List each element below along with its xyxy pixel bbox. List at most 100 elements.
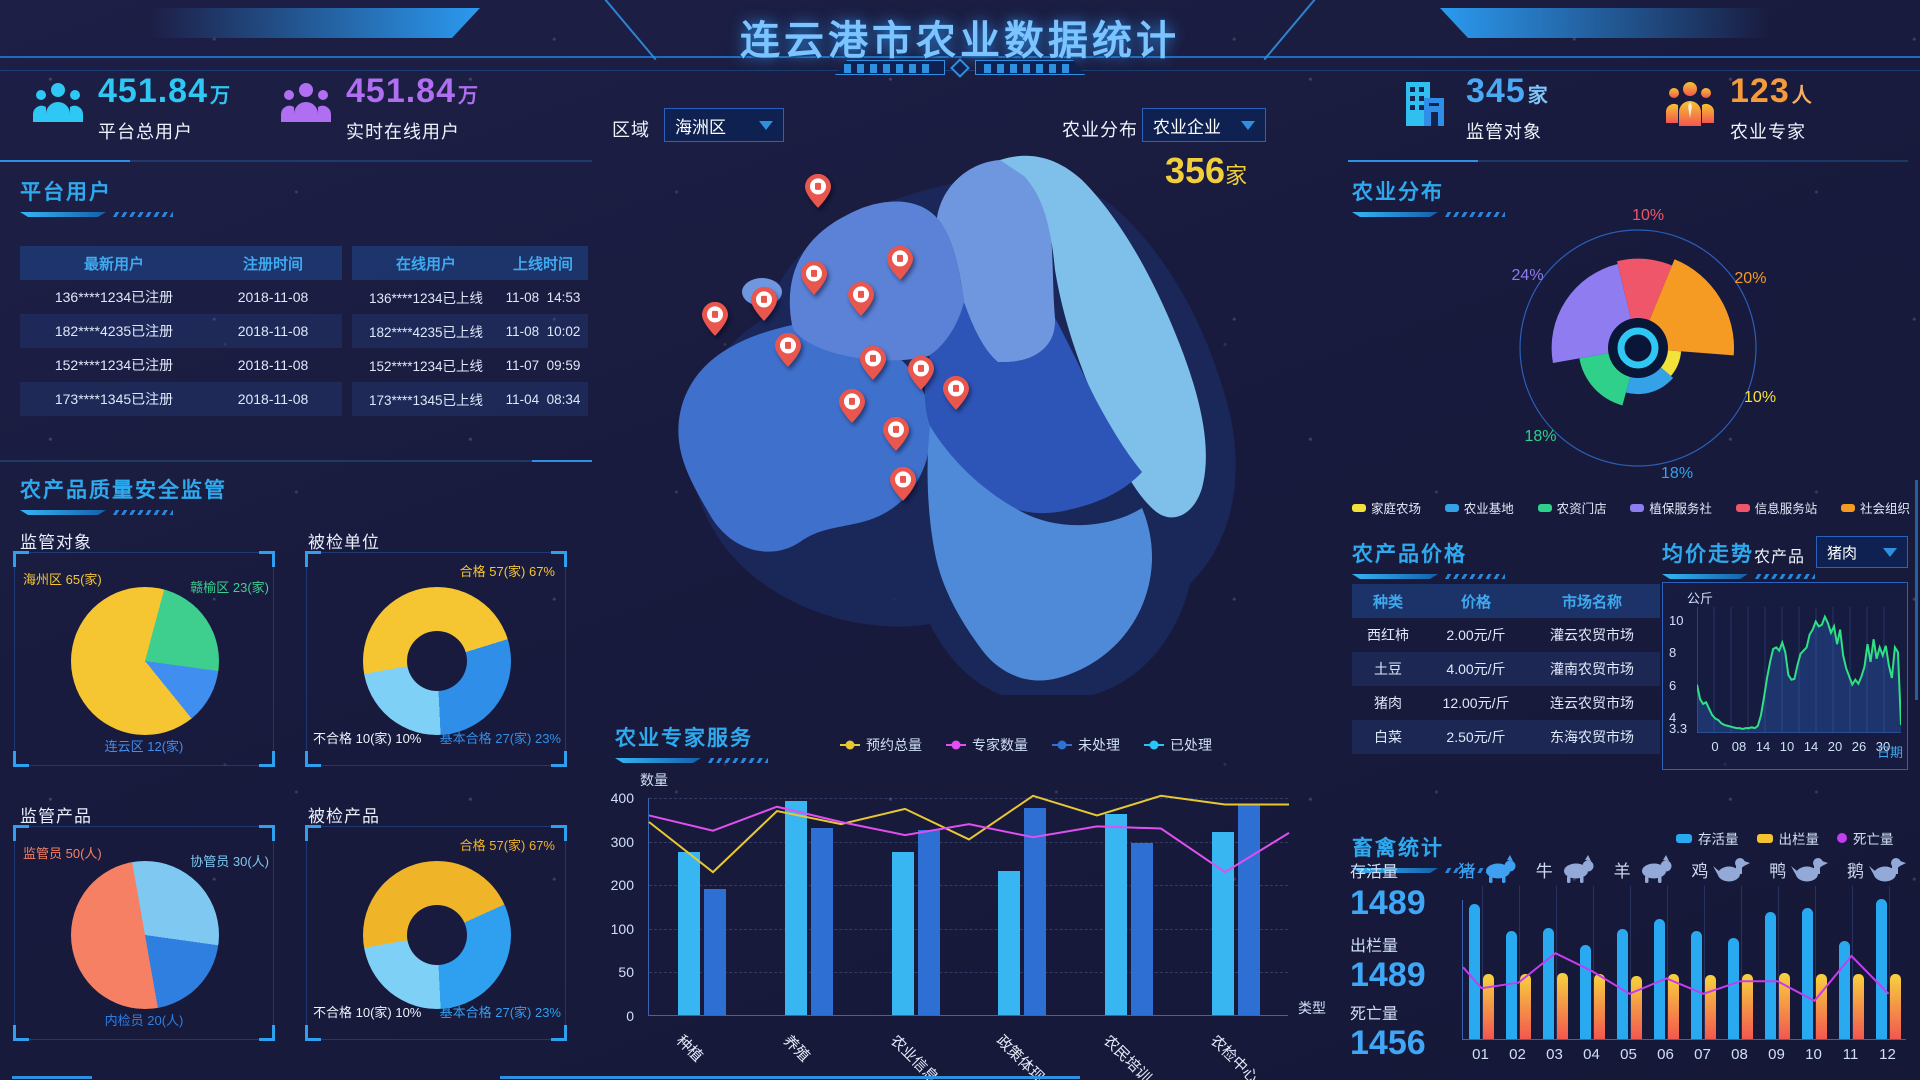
month-label: 12 xyxy=(1879,1046,1896,1063)
bar-sell[interactable] xyxy=(1593,973,1605,1039)
table-row[interactable]: 西红柿 2.00元/斤 灌云农贸市场 xyxy=(1352,618,1660,652)
bar-survive[interactable] xyxy=(1505,930,1517,1039)
map-pin-icon[interactable] xyxy=(860,345,887,380)
table-row[interactable]: 173****1345已注册 2018-11-08 xyxy=(20,382,342,416)
legend-item[interactable]: 预约总量 xyxy=(840,735,922,755)
bar-sell[interactable] xyxy=(1889,973,1901,1039)
trend-line xyxy=(1697,614,1901,730)
bar-survive[interactable] xyxy=(1838,941,1850,1039)
map-pin-icon[interactable] xyxy=(702,301,729,336)
animal-item[interactable]: 鹅 xyxy=(1847,852,1906,886)
legend-item[interactable]: 信息服务站 xyxy=(1735,498,1817,517)
bar-unprocessed[interactable] xyxy=(1024,807,1047,1015)
donut-chart[interactable] xyxy=(363,861,511,1009)
animal-item[interactable]: 鸭 xyxy=(1769,852,1829,886)
legend-item[interactable]: 社会组织 xyxy=(1840,498,1910,517)
bar-unprocessed[interactable] xyxy=(917,829,940,1015)
bar-sell[interactable] xyxy=(1667,973,1679,1039)
trend-select[interactable]: 猪肉 xyxy=(1816,536,1908,568)
rose-slice[interactable] xyxy=(1645,259,1734,356)
bar-survive[interactable] xyxy=(1727,937,1739,1039)
bar-processed[interactable] xyxy=(891,851,914,1015)
table-row[interactable]: 182****4235已上线 11-08 10:02 xyxy=(352,314,588,348)
table-row[interactable]: 152****1234已注册 2018-11-08 xyxy=(20,348,342,382)
legend-item[interactable]: 农资门店 xyxy=(1537,498,1607,517)
animal-item[interactable]: 羊 xyxy=(1614,852,1673,886)
map-pin-icon[interactable] xyxy=(804,174,831,209)
bar-survive[interactable] xyxy=(1468,903,1480,1039)
table-row[interactable]: 土豆 4.00元/斤 灌南农贸市场 xyxy=(1352,652,1660,686)
legend-item[interactable]: 存活量 xyxy=(1676,828,1739,848)
stat-value: 345 家 xyxy=(1466,72,1549,110)
legend-item[interactable]: 农业基地 xyxy=(1444,498,1514,517)
bar-sell[interactable] xyxy=(1556,973,1568,1039)
bar-processed[interactable] xyxy=(785,801,807,1015)
bar-processed[interactable] xyxy=(678,851,701,1015)
animal-item[interactable]: 鸡 xyxy=(1691,852,1751,886)
distribution-select-value: 农业企业 xyxy=(1153,117,1221,137)
map-pin-icon[interactable] xyxy=(847,282,874,317)
map-pin-icon[interactable] xyxy=(882,416,909,451)
bar-processed[interactable] xyxy=(1105,814,1127,1015)
bar-sell[interactable] xyxy=(1852,973,1864,1039)
donut-chart[interactable] xyxy=(363,587,511,735)
table-row[interactable]: 猪肉 12.00元/斤 连云农贸市场 xyxy=(1352,686,1660,720)
gridline xyxy=(1814,886,1816,1039)
animal-item[interactable]: 牛 xyxy=(1536,852,1595,886)
pie-chart[interactable] xyxy=(71,861,219,1009)
gridline xyxy=(1740,886,1742,1039)
legend-item[interactable]: 未处理 xyxy=(1052,735,1120,755)
bar-sell[interactable] xyxy=(1778,973,1790,1039)
y-tick: 200 xyxy=(610,877,634,894)
table-row[interactable]: 136****1234已上线 11-08 14:53 xyxy=(352,280,588,314)
bar-sell[interactable] xyxy=(1704,974,1716,1039)
bar-survive[interactable] xyxy=(1653,918,1665,1039)
legend-item[interactable]: 家庭农场 xyxy=(1352,498,1421,517)
bar-sell[interactable] xyxy=(1482,973,1494,1039)
distribution-select[interactable]: 农业企业 xyxy=(1142,108,1266,142)
table-row[interactable]: 白菜 2.50元/斤 东海农贸市场 xyxy=(1352,720,1660,754)
legend-item[interactable]: 死亡量 xyxy=(1837,828,1894,848)
map-pin-icon[interactable] xyxy=(942,375,969,410)
bar-sell[interactable] xyxy=(1815,973,1827,1039)
legend-item[interactable]: 已处理 xyxy=(1144,735,1212,755)
table-row[interactable]: 152****1234已上线 11-07 09:59 xyxy=(352,348,588,382)
table-row[interactable]: 173****1345已上线 11-04 08:34 xyxy=(352,382,588,416)
bar-sell[interactable] xyxy=(1519,973,1531,1039)
section-title: 平台用户 xyxy=(20,181,112,204)
map-pin-icon[interactable] xyxy=(889,466,916,501)
bar-processed[interactable] xyxy=(1211,831,1234,1015)
animal-item[interactable]: 猪 xyxy=(1458,852,1517,886)
map-pin-icon[interactable] xyxy=(800,260,827,295)
map-pin-icon[interactable] xyxy=(838,388,865,423)
bar-survive[interactable] xyxy=(1875,899,1887,1039)
bar-survive[interactable] xyxy=(1764,912,1776,1039)
bar-unprocessed[interactable] xyxy=(704,888,727,1015)
legend-item[interactable]: 植保服务社 xyxy=(1630,498,1712,517)
bar-survive[interactable] xyxy=(1801,907,1813,1039)
bar-sell[interactable] xyxy=(1630,975,1642,1039)
bar-unprocessed[interactable] xyxy=(1237,803,1260,1015)
legend-item[interactable]: 出栏量 xyxy=(1756,828,1819,848)
rose-slice[interactable] xyxy=(1617,258,1673,330)
bar-survive[interactable] xyxy=(1579,944,1591,1039)
pie-chart[interactable] xyxy=(71,587,219,735)
bar-survive[interactable] xyxy=(1690,930,1702,1039)
month-label: 07 xyxy=(1694,1046,1711,1063)
bar-survive[interactable] xyxy=(1542,927,1554,1039)
map-pin-icon[interactable] xyxy=(775,332,802,367)
table-row[interactable]: 136****1234已注册 2018-11-08 xyxy=(20,280,342,314)
map-pin-icon[interactable] xyxy=(751,286,778,321)
bar-processed[interactable] xyxy=(998,871,1021,1015)
map-pin-icon[interactable] xyxy=(907,356,934,391)
bar-sell[interactable] xyxy=(1741,973,1753,1039)
legend-item[interactable]: 专家数量 xyxy=(946,735,1028,755)
bar-unprocessed[interactable] xyxy=(811,827,833,1015)
region-select[interactable]: 海洲区 xyxy=(664,108,784,142)
table-row[interactable]: 182****4235已注册 2018-11-08 xyxy=(20,314,342,348)
map-pin-icon[interactable] xyxy=(887,246,914,281)
slice-label: 合格 57(家) 67% xyxy=(459,564,555,579)
bar-survive[interactable] xyxy=(1616,929,1628,1039)
bar-unprocessed[interactable] xyxy=(1131,842,1153,1015)
city-map[interactable] xyxy=(622,150,1312,695)
